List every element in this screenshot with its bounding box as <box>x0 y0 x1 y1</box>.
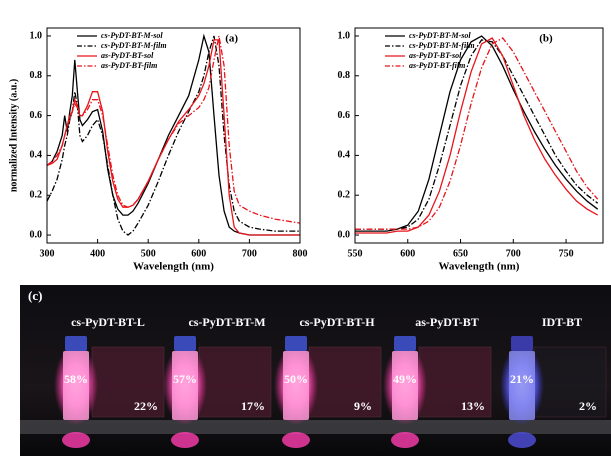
legend-label: as-PyDT-BT-film <box>409 61 465 70</box>
x-axis-label: Wavelength (nm) <box>133 261 214 273</box>
y-tick-label: 0.0 <box>338 229 351 240</box>
x-tick-label: 500 <box>141 248 156 259</box>
film <box>418 346 492 418</box>
legend-label: as-PyDT-BT-sol <box>101 51 154 60</box>
sample-name: as-PyDT-BT <box>415 315 479 329</box>
x-tick-label: 700 <box>242 248 257 259</box>
sample-name: IDT-BT <box>542 315 582 329</box>
vial-body <box>63 351 89 420</box>
reflection <box>171 432 199 448</box>
vial-cap <box>174 336 196 351</box>
film-qy: 2% <box>579 399 597 413</box>
series-line <box>355 37 599 230</box>
series-line <box>47 39 300 236</box>
vial-cap <box>511 336 533 351</box>
vial-cap <box>65 336 87 351</box>
y-tick-label: 1.0 <box>30 30 43 41</box>
vial-body <box>172 351 198 420</box>
shelf <box>20 420 611 434</box>
y-tick-label: 0.8 <box>338 70 351 81</box>
y-tick-label: 0.4 <box>30 150 43 161</box>
x-tick-label: 650 <box>453 248 468 259</box>
reflection <box>62 432 90 448</box>
vial-cap <box>394 336 416 351</box>
film-qy: 22% <box>134 399 158 413</box>
vial-body <box>283 351 309 420</box>
film-qy: 17% <box>241 399 265 413</box>
film-qy: 13% <box>461 399 485 413</box>
legend-label: cs-PyDT-BT-M-sol <box>409 31 471 40</box>
sample-name: cs-PyDT-BT-L <box>71 315 145 329</box>
series-line <box>47 35 300 224</box>
sample-name: cs-PyDT-BT-M <box>188 315 265 329</box>
legend-label: cs-PyDT-BT-M-film <box>409 41 475 50</box>
y-axis-label: normalized Intensity (a.u.) <box>8 79 19 192</box>
y-tick-label: 0.2 <box>338 190 351 201</box>
series-line <box>355 35 599 232</box>
x-tick-label: 750 <box>559 248 574 259</box>
y-tick-label: 0.6 <box>338 110 351 121</box>
y-tick-label: 0.0 <box>30 229 43 240</box>
reflection <box>508 432 536 448</box>
reflection <box>282 432 310 448</box>
series-line <box>355 39 599 230</box>
chart-title: (a) <box>225 33 238 45</box>
vial-body <box>509 351 535 420</box>
y-tick-label: 0.4 <box>338 150 351 161</box>
panel-label: (c) <box>28 288 42 303</box>
x-tick-label: 700 <box>506 248 521 259</box>
solution-qy: 49% <box>393 372 417 386</box>
film <box>533 346 607 418</box>
reflection <box>391 432 419 448</box>
legend-label: cs-PyDT-BT-M-film <box>101 41 167 50</box>
y-tick-label: 0.6 <box>30 110 43 121</box>
legend-label: as-PyDT-BT-sol <box>409 51 462 60</box>
solution-qy: 57% <box>173 372 197 386</box>
x-tick-label: 600 <box>400 248 415 259</box>
y-tick-label: 0.8 <box>30 70 43 81</box>
sample-name: cs-PyDT-BT-H <box>299 315 375 329</box>
solution-qy: 21% <box>510 372 534 386</box>
chart-title: (b) <box>539 33 553 45</box>
solution-qy: 50% <box>284 372 308 386</box>
series-line <box>355 37 599 234</box>
solution-qy: 58% <box>64 372 88 386</box>
y-tick-label: 0.2 <box>30 190 43 201</box>
plot-frame <box>354 27 604 244</box>
film-qy: 9% <box>354 399 372 413</box>
x-tick-label: 550 <box>348 248 363 259</box>
plot-frame <box>46 27 301 244</box>
film <box>308 346 382 418</box>
x-tick-label: 300 <box>40 248 55 259</box>
x-tick-label: 600 <box>191 248 206 259</box>
film <box>198 346 272 418</box>
x-tick-label: 800 <box>293 248 308 259</box>
x-axis-label: Wavelength (nm) <box>439 261 520 273</box>
y-tick-label: 1.0 <box>338 30 351 41</box>
series-line <box>47 33 300 236</box>
x-tick-label: 400 <box>90 248 105 259</box>
vial-cap <box>285 336 307 351</box>
legend-label: cs-PyDT-BT-M-sol <box>101 31 163 40</box>
legend-label: as-PyDT-BT-film <box>101 61 157 70</box>
vial-body <box>392 351 418 420</box>
